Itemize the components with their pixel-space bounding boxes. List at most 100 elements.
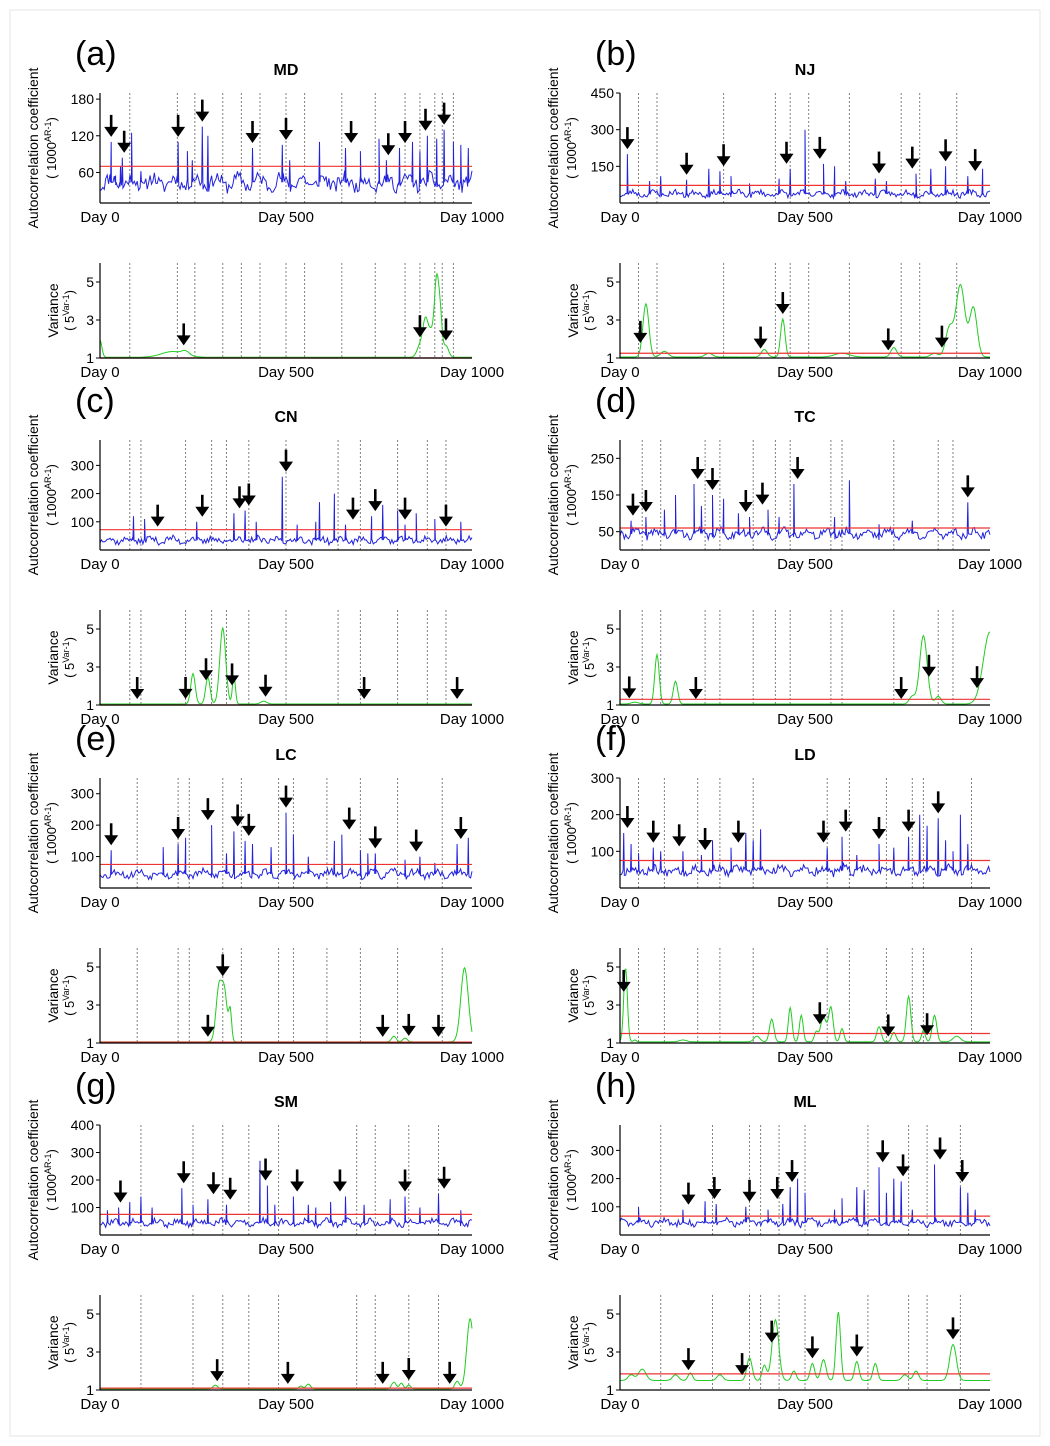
ac-arrow-marker xyxy=(381,133,396,156)
arrow-head xyxy=(200,1026,215,1037)
unit-superscript: Var-1 xyxy=(581,979,591,1000)
var-arrow-marker xyxy=(681,1348,696,1371)
arrow-head xyxy=(616,981,631,992)
ac-y-tick-label: 200 xyxy=(71,817,95,833)
unit-pre: ( 5 xyxy=(582,663,597,678)
ac-arrow-marker xyxy=(279,785,293,808)
var-arrow-marker xyxy=(921,654,936,677)
ac-arrow-marker xyxy=(241,813,256,836)
autocorr-y-axis-label: Autocorrelation coefficient xyxy=(25,414,41,575)
var-y-tick-label: 1 xyxy=(86,1382,94,1398)
panel-cn: (c) CN 100 200 300 Day 0 Day 500 Day 1000 Autoco… xyxy=(25,382,504,728)
panel-title: LC xyxy=(275,747,297,764)
ac-x-tick-label: Day 1000 xyxy=(958,1241,1022,1258)
ac-x-tick-label: Day 500 xyxy=(258,209,314,226)
ac-y-tick-label: 300 xyxy=(71,457,95,473)
unit-superscript: AR-1 xyxy=(43,806,53,827)
variance-y-axis-label: Variance xyxy=(565,630,581,684)
ac-y-tick-label: 300 xyxy=(71,1145,95,1161)
ac-x-tick-label: Day 0 xyxy=(600,894,639,911)
ac-x-tick-label: Day 0 xyxy=(80,894,119,911)
variance-y-axis-unit: ( 5Var-1) xyxy=(581,290,597,331)
unit-pre: ( 5 xyxy=(582,1001,597,1016)
arrow-head xyxy=(968,161,983,172)
var-x-tick-label: Day 1000 xyxy=(440,364,504,381)
arrow-head xyxy=(104,126,119,137)
arrow-head xyxy=(279,797,293,808)
ac-arrow-marker xyxy=(707,1176,722,1199)
var-x-tick-label: Day 500 xyxy=(258,1049,314,1066)
ac-arrow-marker xyxy=(437,1166,452,1189)
ac-arrow-marker xyxy=(332,1169,347,1192)
autocorrelation-series-line xyxy=(99,1160,473,1230)
autocorr-y-axis-label: Autocorrelation coefficient xyxy=(545,67,561,228)
var-y-tick-label: 3 xyxy=(86,997,94,1013)
panel-letter: (d) xyxy=(595,382,637,420)
arrow-head xyxy=(707,1188,722,1199)
var-y-tick-label: 1 xyxy=(606,350,614,366)
var-arrow-marker xyxy=(200,1014,215,1037)
var-arrow-marker xyxy=(849,1334,864,1357)
ac-arrow-marker xyxy=(342,807,357,830)
variance-series-line xyxy=(620,1312,990,1381)
arrow-head xyxy=(881,1026,896,1037)
autocorr-y-axis-unit: ( 1000AR-1) xyxy=(563,1149,579,1211)
autocorr-y-axis-unit: ( 1000AR-1) xyxy=(563,464,579,526)
unit-pre: ( 1000 xyxy=(564,142,579,179)
unit-pre: ( 1000 xyxy=(44,827,59,864)
var-y-tick-label: 5 xyxy=(606,621,614,637)
ac-arrow-marker xyxy=(779,141,794,164)
unit-superscript: AR-1 xyxy=(43,121,53,142)
arrow-head xyxy=(681,1360,696,1371)
autocorr-y-axis-label: Autocorrelation coefficient xyxy=(545,1099,561,1260)
var-y-tick-label: 1 xyxy=(86,697,94,713)
arrow-head xyxy=(881,340,896,351)
ac-arrow-marker xyxy=(742,1179,757,1202)
unit-superscript: AR-1 xyxy=(43,1153,53,1174)
arrow-head xyxy=(223,1189,238,1200)
unit-post: ) xyxy=(62,290,77,294)
ac-x-tick-label: Day 0 xyxy=(600,1241,639,1258)
panel-letter: (g) xyxy=(75,1067,117,1105)
ac-y-tick-label: 200 xyxy=(591,1171,615,1187)
var-arrow-marker xyxy=(438,318,453,341)
ac-y-tick-label: 200 xyxy=(71,486,95,502)
arrow-head xyxy=(199,670,214,681)
arrow-head xyxy=(176,1173,191,1184)
var-arrow-marker xyxy=(130,677,145,700)
ac-y-tick-label: 100 xyxy=(591,843,615,859)
arrow-head xyxy=(210,1371,225,1382)
arrow-head xyxy=(775,304,790,315)
autocorr-y-axis-label: Autocorrelation coefficient xyxy=(25,752,41,913)
arrow-head xyxy=(171,829,186,839)
ac-arrow-marker xyxy=(638,490,653,512)
arrow-head xyxy=(280,1373,295,1384)
arrow-head xyxy=(901,821,916,832)
var-arrow-marker xyxy=(622,676,637,699)
arrow-head xyxy=(232,498,247,509)
arrow-head xyxy=(690,469,705,479)
ac-y-tick-label: 100 xyxy=(71,514,95,530)
arrow-head xyxy=(679,164,694,175)
arrow-head xyxy=(241,825,256,836)
arrow-head xyxy=(625,505,640,516)
variance-series-line xyxy=(620,283,990,358)
arrow-head xyxy=(933,1149,948,1160)
var-arrow-marker xyxy=(881,328,896,351)
arrow-head xyxy=(816,832,831,843)
var-x-tick-label: Day 500 xyxy=(777,1396,833,1413)
ac-arrow-marker xyxy=(171,114,186,137)
var-arrow-marker xyxy=(258,674,273,697)
unit-pre: ( 5 xyxy=(62,316,77,331)
arrow-head xyxy=(230,816,245,827)
arrow-head xyxy=(755,494,770,505)
var-x-tick-label: Day 1000 xyxy=(958,364,1022,381)
ac-y-tick-label: 120 xyxy=(71,128,95,144)
ac-arrow-marker xyxy=(398,121,413,143)
var-arrow-marker xyxy=(812,1002,827,1025)
var-arrow-marker xyxy=(375,1014,390,1037)
ac-y-tick-label: 180 xyxy=(71,91,95,107)
variance-y-axis-label: Variance xyxy=(565,283,581,337)
arrow-head xyxy=(409,841,424,852)
var-arrow-marker xyxy=(920,1013,935,1036)
